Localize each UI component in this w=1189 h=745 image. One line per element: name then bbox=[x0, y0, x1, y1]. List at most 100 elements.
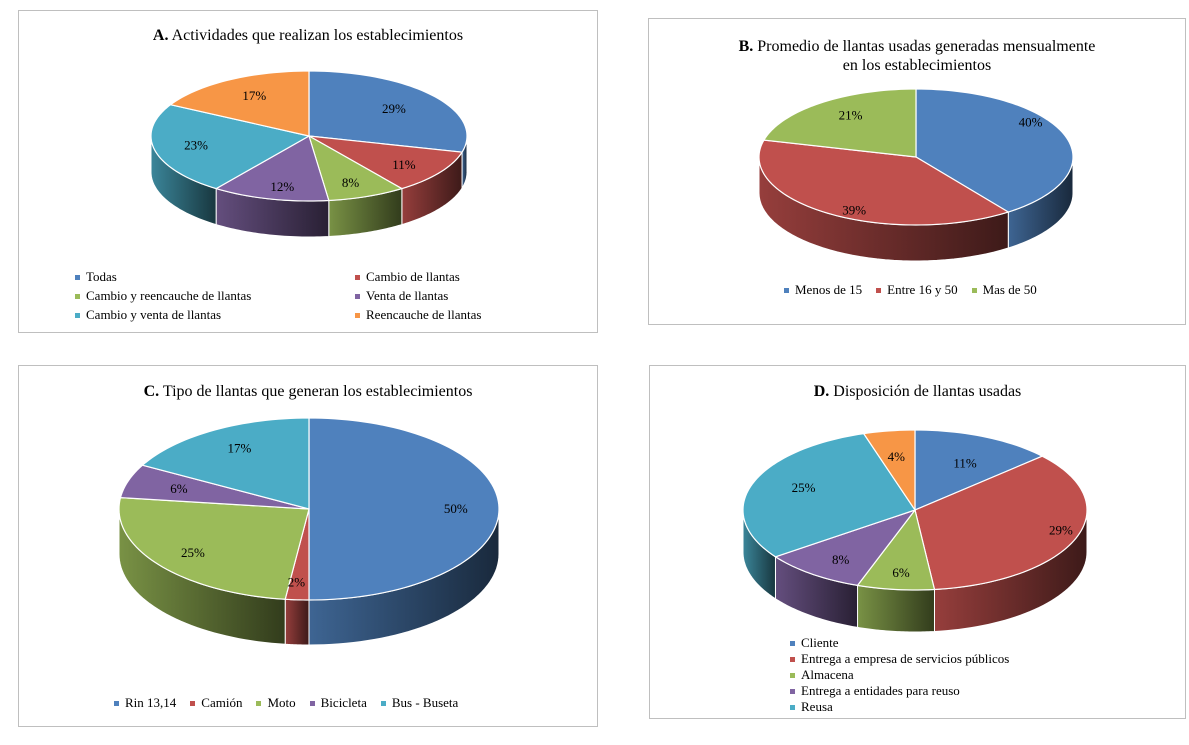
pie-top-faces bbox=[742, 429, 1088, 591]
pie-side-2 bbox=[857, 584, 935, 633]
pie-slice-1 bbox=[308, 135, 464, 190]
pie-slice-5 bbox=[169, 70, 310, 137]
legend-item-entre-16-50: Entre 16 y 50 bbox=[876, 282, 958, 298]
legend-item-todas: Todas bbox=[75, 269, 117, 285]
legend-marker bbox=[784, 287, 789, 293]
legend-item-reencauche: Cambio y reencauche de llantas bbox=[75, 288, 251, 304]
chart-title-a: A. Actividades que realizan los establec… bbox=[19, 26, 597, 45]
legend-label: Cambio y venta de llantas bbox=[86, 307, 222, 322]
legend-item-cliente: Cliente bbox=[790, 635, 1009, 651]
chart-panel-b: B. Promedio de llantas usadas generadas … bbox=[648, 18, 1186, 325]
legend-item-venta: Venta de llantas bbox=[355, 288, 448, 304]
pie-data-label-2: 25% bbox=[181, 545, 205, 560]
legend-marker bbox=[790, 640, 795, 646]
pie-top-faces bbox=[758, 88, 1074, 226]
legend-item-cambio-venta: Cambio y venta de llantas bbox=[75, 307, 221, 323]
legend-marker bbox=[790, 688, 795, 694]
legend-marker bbox=[971, 287, 977, 293]
pie-data-label-1: 11% bbox=[392, 157, 416, 172]
legend-label: Venta de llantas bbox=[366, 288, 449, 303]
chart-panel-c: C. Tipo de llantas que generan los estab… bbox=[18, 365, 598, 727]
pie-data-label-2: 8% bbox=[342, 175, 360, 190]
legend-label: Cliente bbox=[801, 635, 839, 650]
pie-side-1 bbox=[284, 598, 310, 646]
legend-item-empresa: Entrega a empresa de servicios públicos bbox=[790, 651, 1009, 667]
legend-label: Reencauche de llantas bbox=[366, 307, 482, 322]
legend-label: Entre 16 y 50 bbox=[887, 282, 958, 297]
legend-item-bicicleta: Bicicleta bbox=[309, 695, 367, 711]
pie-data-label-3: 6% bbox=[170, 481, 188, 496]
pie-slice-2 bbox=[856, 508, 936, 591]
legend-label: Almacena bbox=[801, 667, 854, 682]
pie-data-label-3: 12% bbox=[270, 179, 294, 194]
pie-slice-0 bbox=[915, 88, 1074, 213]
pie-slice-1 bbox=[914, 455, 1088, 591]
legend-marker bbox=[75, 293, 80, 299]
legend-c: Rin 13,14 Camión Moto Bicicleta Bus - Bu… bbox=[114, 695, 472, 711]
legend-marker bbox=[114, 700, 119, 706]
legend-label: Bicicleta bbox=[320, 695, 367, 710]
pie-data-label-3: 8% bbox=[832, 552, 850, 567]
pie-top-faces bbox=[150, 70, 468, 202]
legend-label: Entrega a empresa de servicios públicos bbox=[801, 651, 1010, 666]
pie-data-label-1: 2% bbox=[288, 574, 306, 589]
chart-title-d: D. Disposición de llantas usadas bbox=[650, 382, 1185, 401]
pie-labels: 29% 11% 8% 12% 23% 17% bbox=[184, 88, 416, 194]
chart-title-line2-b: en los establecimientos bbox=[842, 57, 992, 74]
chart-title-c: C. Tipo de llantas que generan los estab… bbox=[19, 382, 597, 401]
chart-title-text-c: Tipo de llantas que generan los establec… bbox=[162, 383, 473, 400]
legend-marker bbox=[75, 274, 80, 280]
pie-chart-c: 50% 2% 25% 6% 17% bbox=[118, 417, 500, 646]
legend-marker bbox=[790, 704, 795, 710]
chart-title-text-a: Actividades que realizan los establecimi… bbox=[171, 27, 464, 44]
pie-side-walls bbox=[150, 135, 468, 238]
pie-data-label-5: 17% bbox=[242, 88, 266, 103]
pie-slice-4 bbox=[141, 417, 310, 510]
legend-label: Entrega a entidades para reuso bbox=[801, 683, 960, 698]
pie-slice-3 bbox=[774, 508, 917, 587]
legend-item-menos-15: Menos de 15 bbox=[784, 282, 862, 298]
legend-label: Reusa bbox=[801, 699, 833, 714]
pie-slice-1 bbox=[758, 139, 1010, 226]
legend-item-reusa: Reusa bbox=[790, 699, 1009, 715]
chart-letter-c: C. bbox=[143, 383, 160, 400]
legend-item-moto: Moto bbox=[256, 695, 296, 711]
legend-item-rin: Rin 13,14 bbox=[114, 695, 176, 711]
chart-letter-a: A. bbox=[152, 27, 169, 44]
legend-label: Cambio de llantas bbox=[366, 269, 460, 284]
pie-slice-2 bbox=[762, 88, 917, 158]
legend-marker bbox=[256, 700, 262, 706]
legend-item-reencauche-llantas: Reencauche de llantas bbox=[355, 307, 482, 323]
pie-slice-3 bbox=[214, 135, 330, 202]
pie-data-label-0: 40% bbox=[1019, 114, 1043, 129]
legend-label: Camión bbox=[201, 695, 243, 710]
chart-title-b: B. Promedio de llantas usadas generadas … bbox=[649, 37, 1185, 75]
pie-data-label-0: 29% bbox=[382, 101, 406, 116]
pie-data-label-4: 25% bbox=[792, 480, 816, 495]
legend-item-entidades: Entrega a entidades para reuso bbox=[790, 683, 1009, 699]
legend-label: Menos de 15 bbox=[795, 282, 863, 297]
legend-item-camion: Camión bbox=[190, 695, 242, 711]
pie-data-label-0: 50% bbox=[444, 501, 468, 516]
legend-label: Mas de 50 bbox=[982, 282, 1037, 297]
pie-top-faces bbox=[118, 417, 500, 601]
chart-title-line1-b: Promedio de llantas usadas generadas men… bbox=[757, 38, 1096, 55]
legend-item-almacena: Almacena bbox=[790, 667, 1009, 683]
legend-marker bbox=[876, 287, 882, 293]
legend-label: Moto bbox=[267, 695, 296, 710]
legend-item-mas-50: Mas de 50 bbox=[971, 282, 1037, 298]
pie-chart-a: 29% 11% 8% 12% 23% 17% bbox=[150, 70, 468, 238]
pie-data-label-5: 4% bbox=[888, 449, 906, 464]
pie-slice-4 bbox=[742, 432, 916, 558]
legend-d: Cliente Entrega a empresa de servicios p… bbox=[790, 635, 1009, 715]
chart-panel-a: A. Actividades que realizan los establec… bbox=[18, 10, 598, 333]
pie-data-label-4: 17% bbox=[227, 441, 251, 456]
pie-slice-0 bbox=[914, 429, 1044, 511]
legend-b: Menos de 15 Entre 16 y 50 Mas de 50 bbox=[784, 282, 1051, 298]
chart-letter-b: B. bbox=[738, 38, 754, 55]
pie-labels: 11% 29% 6% 8% 25% 4% bbox=[792, 449, 1073, 580]
legend-marker bbox=[355, 312, 360, 318]
pie-slice-3 bbox=[119, 464, 310, 510]
legend-marker bbox=[790, 672, 795, 678]
pie-slice-0 bbox=[308, 417, 500, 601]
